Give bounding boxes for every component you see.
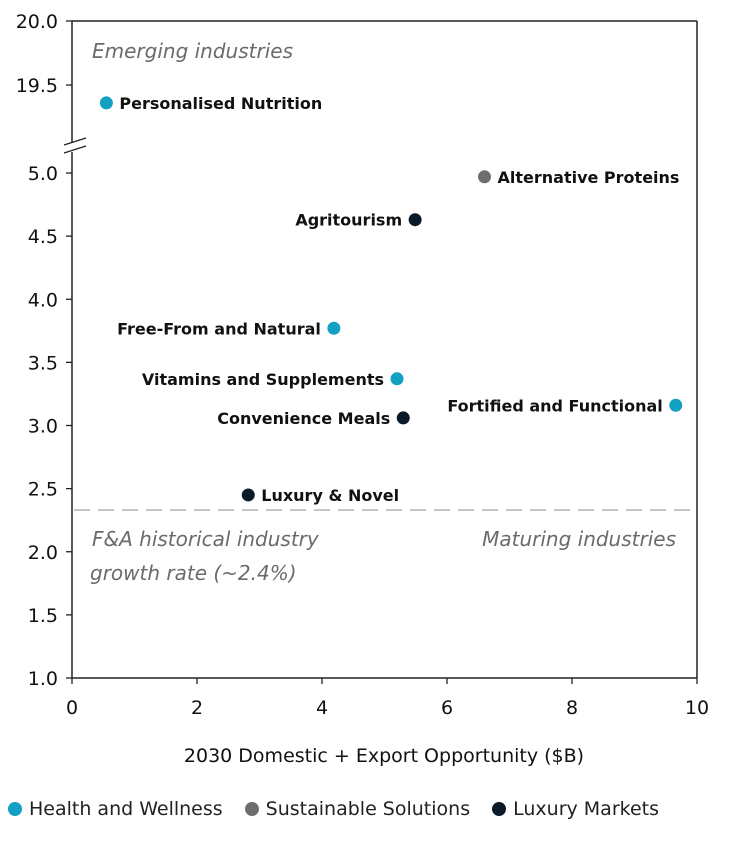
- point-label-free-from-and-natural: Free-From and Natural: [117, 319, 321, 338]
- data-points: Personalised Nutrition Free-From and Natu…: [99, 94, 683, 505]
- y-tick-label: 5.0: [28, 163, 58, 185]
- x-tick-label: 10: [685, 697, 709, 719]
- x-axis-label: 2030 Domestic + Export Opportunity ($B): [184, 745, 584, 767]
- point-luxury-novel: [241, 488, 255, 502]
- y-tick-label: 3.0: [28, 416, 58, 438]
- x-tick-label: 4: [316, 697, 328, 719]
- y-tick-label: 1.0: [28, 668, 58, 690]
- annotations: Emerging industries F&A historical indust…: [90, 39, 676, 585]
- legend-label: Health and Wellness: [29, 798, 223, 820]
- y-tick-label: 4.5: [28, 226, 58, 248]
- point-label-alternative-proteins: Alternative Proteins: [498, 168, 680, 187]
- point-personalised-nutrition: [99, 96, 113, 110]
- axis-break-gap: [69, 143, 75, 152]
- scatter-chart: 0 2 4 6 8 10 1.0 1.5 2.0 2.5 3.0 3.5 4.0 4.5 5.0 19.5 20…: [16, 11, 709, 767]
- point-alternative-proteins: [478, 170, 491, 184]
- y-tick-label: 3.5: [28, 352, 58, 374]
- y-tick-label: 1.5: [28, 605, 58, 627]
- y-tick-label: 20.0: [16, 11, 58, 33]
- y-tick-label: 19.5: [16, 75, 58, 97]
- point-agritourism: [408, 213, 422, 227]
- y-tick-label: 4.0: [28, 289, 58, 311]
- point-vitamins-and-supplements: [390, 372, 404, 386]
- point-label-vitamins-and-supplements: Vitamins and Supplements: [142, 370, 384, 389]
- legend: Health and Wellness Sustainable Solutions…: [8, 798, 659, 820]
- legend-dot-icon: [492, 802, 507, 816]
- x-tick-label: 0: [66, 697, 78, 719]
- point-convenience-meals: [396, 411, 410, 425]
- axis-break-mark: [63, 145, 87, 154]
- point-label-agritourism: Agritourism: [295, 211, 402, 230]
- annotation-maturing: Maturing industries: [482, 527, 676, 551]
- y-tick-label: 2.0: [28, 542, 58, 564]
- legend-dot-icon: [8, 802, 22, 816]
- annotation-historical2: growth rate (~2.4%): [90, 561, 297, 585]
- axes: 0 2 4 6 8 10 1.0 1.5 2.0 2.5 3.0 3.5 4.0 4.5 5.0 19.5 20…: [16, 11, 709, 719]
- annotation-historical1: F&A historical industry: [92, 527, 320, 551]
- legend-dot-icon: [244, 802, 259, 816]
- legend-item: Luxury Markets: [492, 798, 659, 820]
- point-free-from-and-natural: [327, 321, 341, 335]
- x-tick-label: 6: [441, 697, 453, 719]
- point-label-luxury-novel: Luxury & Novel: [261, 486, 399, 505]
- legend-label: Sustainable Solutions: [265, 798, 471, 820]
- point-fortified-and-functional: [669, 398, 683, 412]
- point-label-fortified-and-functional: Fortified and Functional: [447, 396, 662, 415]
- y-tick-label: 2.5: [28, 479, 58, 501]
- annotation-emerging: Emerging industries: [92, 39, 293, 63]
- legend-item: Health and Wellness: [8, 798, 223, 820]
- point-label-convenience-meals: Convenience Meals: [217, 409, 390, 428]
- point-label-personalised-nutrition: Personalised Nutrition: [119, 94, 322, 113]
- legend-item: Sustainable Solutions: [244, 798, 471, 820]
- x-tick-label: 8: [566, 697, 578, 719]
- x-tick-label: 2: [191, 697, 203, 719]
- legend-label: Luxury Markets: [513, 798, 659, 820]
- axis-break-mark: [63, 137, 87, 146]
